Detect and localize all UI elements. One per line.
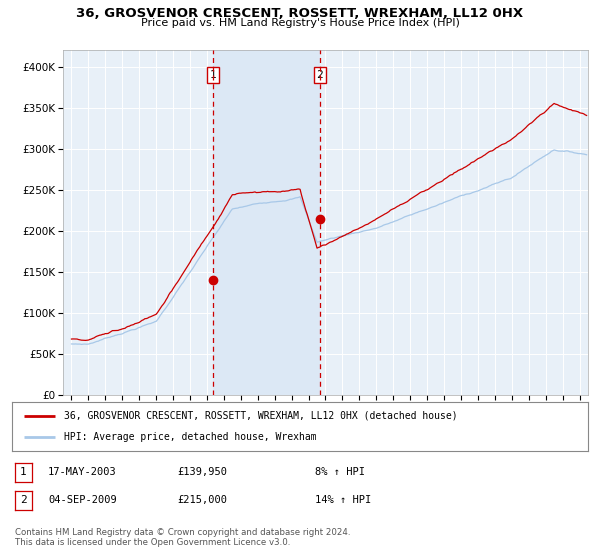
Text: Price paid vs. HM Land Registry's House Price Index (HPI): Price paid vs. HM Land Registry's House … (140, 18, 460, 28)
Text: 1: 1 (20, 467, 27, 477)
Bar (213, 50, 320, 395)
Text: 2: 2 (317, 70, 323, 80)
Text: 04-SEP-2009: 04-SEP-2009 (48, 495, 117, 505)
Text: 36, GROSVENOR CRESCENT, ROSSETT, WREXHAM, LL12 0HX: 36, GROSVENOR CRESCENT, ROSSETT, WREXHAM… (76, 7, 524, 20)
Text: 36, GROSVENOR CRESCENT, ROSSETT, WREXHAM, LL12 0HX (detached house): 36, GROSVENOR CRESCENT, ROSSETT, WREXHAM… (64, 411, 457, 421)
Text: 17-MAY-2003: 17-MAY-2003 (48, 467, 117, 477)
Text: Contains HM Land Registry data © Crown copyright and database right 2024.
This d: Contains HM Land Registry data © Crown c… (15, 528, 350, 547)
Text: HPI: Average price, detached house, Wrexham: HPI: Average price, detached house, Wrex… (64, 432, 316, 442)
Text: 8% ↑ HPI: 8% ↑ HPI (315, 467, 365, 477)
Text: £139,950: £139,950 (177, 467, 227, 477)
Text: 2: 2 (20, 495, 27, 505)
Text: 1: 1 (210, 70, 217, 80)
Text: 14% ↑ HPI: 14% ↑ HPI (315, 495, 371, 505)
Text: £215,000: £215,000 (177, 495, 227, 505)
